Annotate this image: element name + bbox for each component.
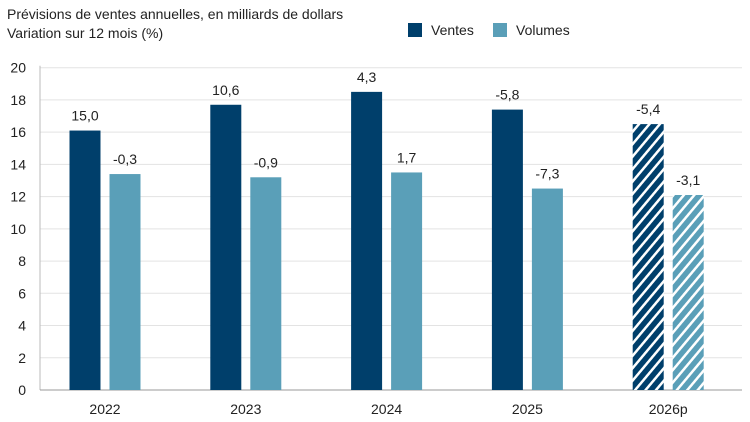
x-tick-label: 2024 bbox=[371, 401, 402, 417]
legend-item-volumes: Volumes bbox=[493, 22, 570, 38]
data-label: -3,1 bbox=[676, 172, 700, 188]
bar-ventes-2023 bbox=[210, 104, 242, 391]
y-tick-label: 4 bbox=[18, 318, 26, 334]
bar-ventes-2026p bbox=[632, 124, 664, 390]
chart-subtitle: Variation sur 12 mois (%) bbox=[7, 25, 164, 41]
y-tick-label: 8 bbox=[18, 253, 26, 269]
y-tick-label: 6 bbox=[18, 285, 26, 301]
y-tick-label: 10 bbox=[10, 221, 26, 237]
chart-title: Prévisions de ventes annuelles, en milli… bbox=[7, 6, 344, 22]
bar-ventes-2022 bbox=[69, 130, 101, 390]
legend-swatch-volumes bbox=[493, 23, 507, 37]
data-label: 10,6 bbox=[212, 82, 239, 98]
y-tick-label: 20 bbox=[10, 60, 26, 76]
y-tick-label: 18 bbox=[10, 92, 26, 108]
y-tick-label: 0 bbox=[18, 382, 26, 398]
y-tick-label: 14 bbox=[10, 156, 26, 172]
bar-volumes-2024 bbox=[391, 172, 423, 390]
legend-item-ventes: Ventes bbox=[408, 22, 474, 38]
bar-volumes-2026p bbox=[672, 195, 704, 390]
bar-volumes-2025 bbox=[531, 188, 563, 390]
x-tick-label: 2025 bbox=[512, 401, 543, 417]
data-label: 1,7 bbox=[397, 149, 417, 165]
x-tick-label: 2026p bbox=[649, 401, 688, 417]
data-label: -5,8 bbox=[495, 87, 519, 103]
x-tick-label: 2022 bbox=[89, 401, 120, 417]
bar-volumes-2022 bbox=[109, 174, 141, 390]
legend-label-volumes: Volumes bbox=[516, 22, 570, 38]
bar-ventes-2024 bbox=[351, 91, 383, 390]
y-tick-label: 16 bbox=[10, 124, 26, 140]
y-tick-label: 12 bbox=[10, 189, 26, 205]
legend-label-ventes: Ventes bbox=[431, 22, 474, 38]
data-label: 15,0 bbox=[71, 108, 98, 124]
data-label: -0,9 bbox=[254, 154, 278, 170]
data-label: 4,3 bbox=[357, 69, 377, 85]
data-label: -0,3 bbox=[113, 151, 137, 167]
legend-swatch-ventes bbox=[408, 23, 422, 37]
bar-volumes-2023 bbox=[250, 177, 282, 390]
data-label: -7,3 bbox=[535, 166, 559, 182]
bar-ventes-2025 bbox=[491, 109, 523, 390]
data-label: -5,4 bbox=[636, 101, 660, 117]
y-tick-label: 2 bbox=[18, 350, 26, 366]
x-tick-label: 2023 bbox=[230, 401, 261, 417]
